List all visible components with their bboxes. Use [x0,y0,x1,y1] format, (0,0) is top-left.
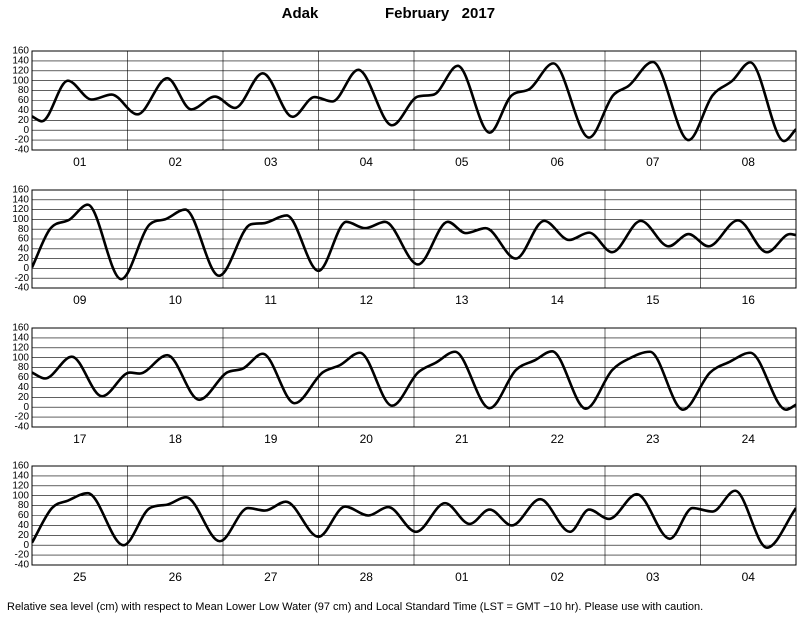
day-label: 13 [455,293,469,307]
y-tick-label: 20 [18,392,30,403]
y-tick-label: 0 [23,540,29,551]
day-label: 14 [551,293,565,307]
panel-frame [31,327,797,428]
y-tick-label: 20 [18,530,30,541]
y-tick-label: 80 [18,85,30,96]
y-tick-label: 120 [12,342,29,353]
y-tick-label: 120 [12,65,29,76]
y-tick-label: 60 [18,95,30,106]
y-tick-label: 0 [23,125,29,136]
day-label: 15 [646,293,660,307]
day-label: 21 [455,432,469,446]
y-tick-label: 100 [12,490,29,501]
y-tick-label: 100 [12,352,29,363]
panel-frame [31,189,797,289]
tide-curve [32,489,796,549]
y-tick-label: 120 [12,204,29,215]
y-tick-label: 60 [18,510,30,521]
day-label: 25 [73,570,87,584]
day-label: 06 [551,155,565,169]
day-label: 12 [360,293,374,307]
y-tick-label: 60 [18,234,30,245]
y-tick-label: -20 [15,550,30,561]
day-label: 01 [73,155,87,169]
day-label: 16 [742,293,756,307]
day-label: 22 [551,432,565,446]
day-label: 05 [455,155,469,169]
day-label: 23 [646,432,660,446]
y-tick-label: 80 [18,224,30,235]
y-tick-label: -20 [15,135,30,146]
month-title: February 2017 [385,5,495,22]
y-tick-label: 120 [12,480,29,491]
tide-curve [32,60,796,143]
y-tick-label: -20 [15,273,30,284]
y-tick-label: 80 [18,500,30,511]
day-label: 17 [73,432,87,446]
y-tick-label: 20 [18,115,30,126]
y-tick-label: 100 [12,214,29,225]
day-label: 28 [360,570,374,584]
day-label: 24 [742,432,756,446]
y-tick-label: -40 [15,145,30,156]
y-tick-label: 140 [12,56,29,67]
station-title: Adak [282,5,319,22]
day-label: 04 [360,155,374,169]
day-label: 03 [264,155,278,169]
footnote: Relative sea level (cm) with respect to … [7,601,703,613]
day-label: 01 [455,570,469,584]
y-tick-label: 0 [23,402,29,413]
y-tick-label: 20 [18,253,30,264]
day-label: 02 [551,570,565,584]
y-tick-label: 40 [18,243,30,254]
y-tick-label: 140 [12,194,29,205]
day-label: 19 [264,432,278,446]
y-tick-label: 40 [18,382,30,393]
day-label: 27 [264,570,278,584]
y-tick-label: -40 [15,283,30,294]
y-tick-label: 160 [12,185,29,196]
y-tick-label: 140 [12,471,29,482]
day-label: 18 [169,432,183,446]
y-tick-label: -40 [15,422,30,433]
day-label: 07 [646,155,660,169]
y-tick-label: 160 [12,323,29,334]
day-label: 03 [646,570,660,584]
y-tick-label: 40 [18,105,30,116]
day-label: 20 [360,432,374,446]
tide-curve [32,349,796,411]
y-tick-label: 160 [12,461,29,472]
y-tick-label: -20 [15,412,30,423]
day-label: 02 [169,155,183,169]
day-label: 26 [169,570,183,584]
y-tick-label: 140 [12,333,29,344]
y-tick-label: 100 [12,75,29,86]
y-tick-label: 40 [18,520,30,531]
y-tick-label: 160 [12,46,29,57]
day-label: 10 [169,293,183,307]
y-tick-label: -40 [15,560,30,571]
y-tick-label: 60 [18,372,30,383]
tide-curve [32,203,796,281]
day-label: 09 [73,293,87,307]
y-tick-label: 0 [23,263,29,274]
panel-frame [31,50,797,151]
panel-frame [31,465,797,566]
y-tick-label: 80 [18,362,30,373]
day-label: 11 [265,293,278,307]
day-label: 08 [742,155,756,169]
day-label: 04 [742,570,756,584]
